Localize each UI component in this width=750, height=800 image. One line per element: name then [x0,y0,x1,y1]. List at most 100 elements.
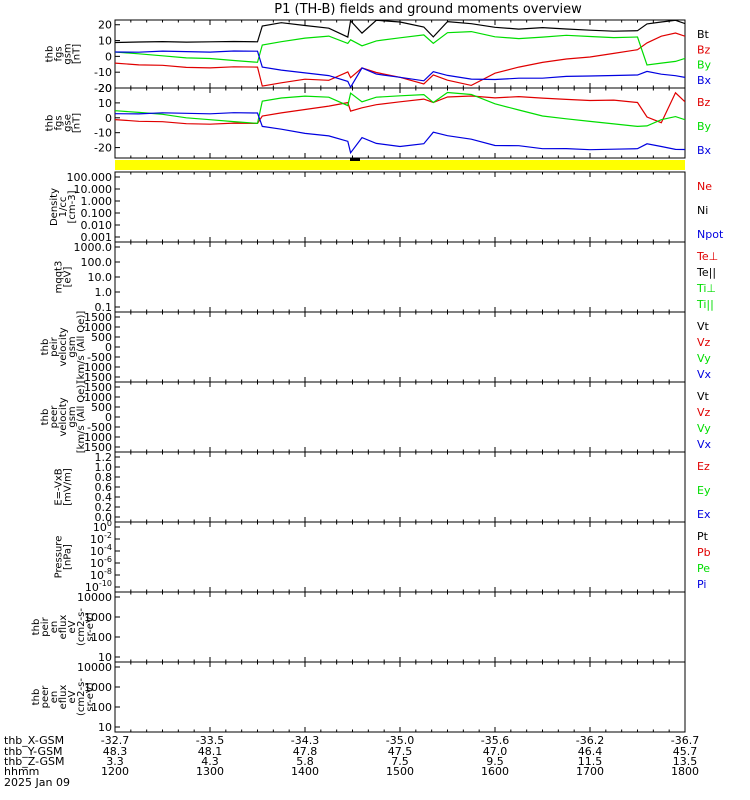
xaxis-value: 45.7 [673,745,698,758]
y-tick-label: 1000 [84,681,112,694]
panel-frame [114,241,686,313]
y-tick-label: 100.000 [67,171,113,184]
y-tick-label: -500 [87,351,112,364]
xaxis-value: -35.6 [481,734,509,747]
series-line-by [115,91,685,128]
legend-label-ex: Ex [697,508,711,521]
y-tick-label: -20 [94,142,112,155]
legend-label-vy: Vy [697,352,711,365]
xaxis-value: 3.3 [106,755,124,768]
y-tick-label: 1500 [84,381,112,394]
xaxis-value: 1700 [576,765,604,778]
y-tick-label: 100 [91,701,112,714]
xaxis-row-label: thb_X-GSM [4,734,64,747]
xaxis-value: 11.5 [578,755,603,768]
y-axis-label: eflux [58,615,69,640]
panel-frame [114,591,686,663]
y-tick-label: 10 [98,651,112,664]
y-axis-label: en [49,621,60,634]
legend-label-vx: Vx [697,368,712,381]
y-axis-label: en [49,691,60,704]
panel-frame [114,661,686,733]
y-tick-label: 1000 [84,391,112,404]
y-tick-label: -10 [94,66,112,79]
series-line-bx [115,50,685,88]
panels: 20100-10-20thbfgsgsm[nT]BtBzByBx20100-10… [31,19,724,734]
y-axis-label: 1/cc [58,197,69,218]
y-axis-label: gse [63,114,74,132]
panel-frame [114,311,686,383]
legend-label-te||: Te|| [696,266,716,279]
xaxis-value: 47.5 [388,745,413,758]
legend-label-bz: Bz [697,43,711,56]
y-axis-label: (cm2-s- [76,678,87,716]
legend-label-pt: Pt [697,530,709,543]
xaxis-value: -34.3 [291,734,319,747]
y-tick-label: 10.0 [88,271,113,284]
y-axis-label: velocity [58,397,69,436]
y-tick-label: 0.1 [95,301,113,314]
legend-label-by: By [697,59,712,72]
y-tick-label: 10 [98,97,112,110]
xaxis-value: 1300 [196,765,224,778]
xaxis-value: 4.3 [201,755,219,768]
y-tick-label: -1500 [80,371,112,384]
coverage-gap-mark [350,158,360,161]
y-axis-label: thb [40,339,51,356]
y-axis-label: gsm [63,43,74,64]
series-line-bz [115,32,685,87]
y-axis-label: thb [40,409,51,426]
series-line-bx [115,112,685,155]
y-tick-label: -10 [94,127,112,140]
xaxis-value: -36.2 [576,734,604,747]
y-tick-label: 20 [98,19,112,32]
legend-label-vt: Vt [697,320,710,333]
y-tick-label: 0.8 [95,471,113,484]
y-axis-label: velocity [58,327,69,366]
legend-label-ey: Ey [697,484,711,497]
y-tick-label: 1500 [84,311,112,324]
xaxis-value: 9.5 [486,755,504,768]
legend-label-ti||: Ti|| [696,298,714,311]
xaxis-value: -35.0 [386,734,414,747]
panel-e-field: 1.21.00.80.60.40.20.0 E=-VxB[mV/m] Ez Ey Ex [54,451,711,524]
xaxis-value: -33.5 [196,734,224,747]
legend-label-ez: Ez [697,460,710,473]
xaxis-value: 1500 [386,765,414,778]
y-tick-label: 0 [105,112,112,125]
xaxis-value: 1400 [291,765,319,778]
y-tick-label: 1000 [84,321,112,334]
y-axis-label: mqqt3 [54,261,65,294]
y-axis-label: eV [67,620,78,633]
y-tick-label: 10000 [77,591,112,604]
y-tick-label: 0 [105,341,112,354]
y-tick-label: 1000.0 [74,241,113,254]
xaxis-value: 1200 [101,765,129,778]
y-tick-label: 100 [91,631,112,644]
y-tick-label: 0.010 [81,219,113,232]
panel-frame [114,171,686,243]
series-line-bz [115,91,685,125]
legend-label-vz: Vz [697,406,711,419]
y-tick-label: 0.6 [95,481,113,494]
y-tick-label: 10-2 [90,531,112,546]
y-tick-label: 0.0 [95,511,113,524]
legend-label-ti⊥: Ti⊥ [696,282,716,295]
y-tick-label: 1.2 [95,451,113,464]
xaxis-value: 1600 [481,765,509,778]
y-tick-label: 1.0 [95,461,113,474]
coverage-bar [115,160,685,170]
y-axis-label: [nPa] [63,544,74,570]
legend-label-ne: Ne [697,180,712,193]
y-axis-label: thb [31,689,42,706]
y-axis-label: fgs [54,115,65,130]
y-axis-label: [cm-3] [67,190,78,223]
y-tick-label: 1.000 [81,195,113,208]
y-tick-label: 0.001 [81,231,113,244]
y-tick-label: 10.000 [74,183,113,196]
